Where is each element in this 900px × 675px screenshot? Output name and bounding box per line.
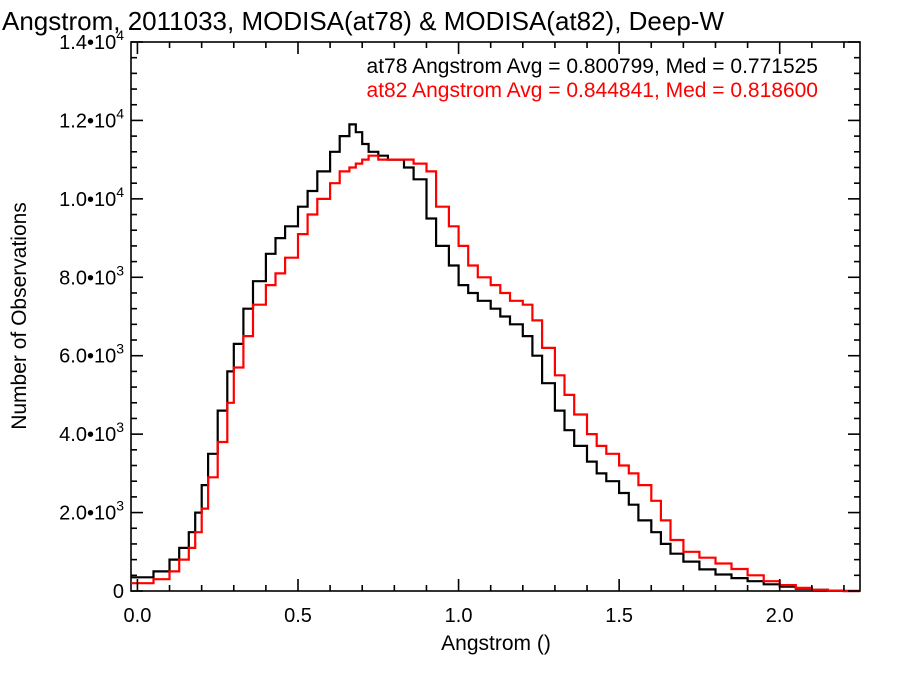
x-tick-labels: 0.0 0.5 1.0 1.5 2.0 — [124, 605, 794, 627]
y-tick-label: 4.0•103 — [59, 419, 124, 446]
annotation-at78-stats: at78 Angstrom Avg = 0.800799, Med = 0.77… — [367, 55, 818, 78]
y-tick-label: 6.0•103 — [59, 341, 124, 368]
x-tick-label: 0.0 — [124, 605, 152, 627]
x-axis-label: Angstrom () — [441, 632, 551, 655]
y-tick-label: 0 — [113, 581, 124, 603]
y-tick-label: 1.4•104 — [59, 27, 124, 54]
x-tick-label: 1.0 — [445, 605, 473, 627]
plot-frame — [130, 41, 861, 592]
series-layer — [131, 123, 860, 593]
y-tick-label: 1.0•104 — [59, 184, 124, 211]
y-tick-labels: 0 2.0•103 4.0•103 6.0•103 8.0•103 1.0•104 1.2•… — [59, 27, 124, 603]
y-axis-label: Number of Observations — [8, 202, 31, 430]
series-line-at82 — [131, 154, 860, 593]
y-tick-label: 2.0•103 — [59, 498, 124, 525]
annotation-at82-stats: at82 Angstrom Avg = 0.844841, Med = 0.81… — [367, 79, 818, 102]
y-tick-label: 1.2•104 — [59, 105, 124, 132]
series-line-at78 — [131, 123, 860, 593]
x-tick-label: 0.5 — [284, 605, 312, 627]
chart-title: Angstrom, 2011033, MODISA(at78) & MODISA… — [2, 6, 724, 36]
ticks-layer — [131, 41, 860, 592]
y-tick-label: 8.0•103 — [59, 262, 124, 289]
x-tick-label: 2.0 — [766, 605, 794, 627]
x-tick-label: 1.5 — [605, 605, 633, 627]
